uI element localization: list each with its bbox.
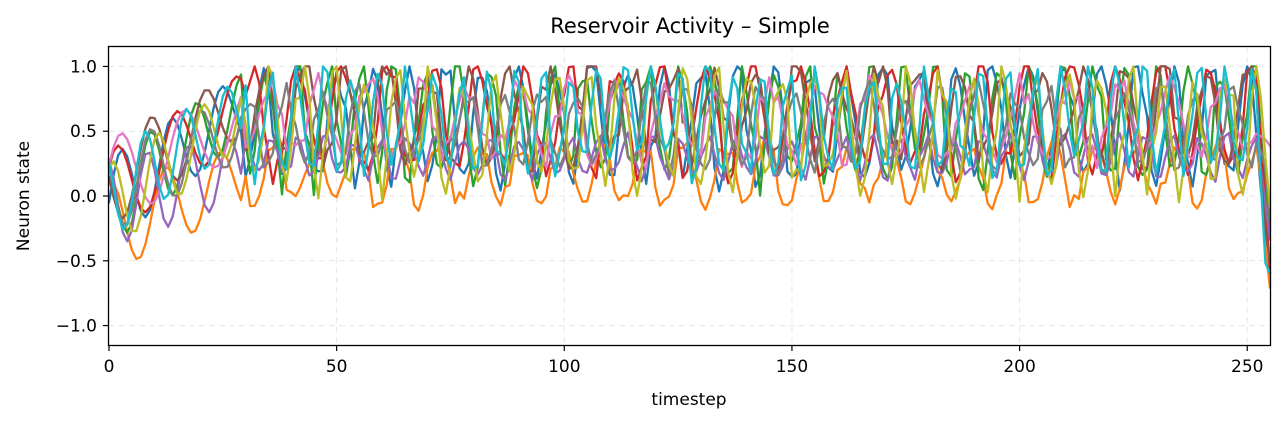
chart-title: Reservoir Activity – Simple bbox=[550, 14, 830, 38]
y-axis-label: Neuron state bbox=[14, 141, 34, 251]
x-tick-label: 250 bbox=[1231, 357, 1263, 377]
x-axis-label: timestep bbox=[651, 390, 726, 410]
x-tick-label: 0 bbox=[104, 357, 115, 377]
x-tick-label: 200 bbox=[1003, 357, 1035, 377]
series-line-9 bbox=[107, 65, 1272, 233]
series-group bbox=[107, 65, 1272, 290]
series-line-10 bbox=[107, 65, 1272, 275]
y-tick-label: 1.0 bbox=[70, 57, 97, 77]
series-line-7 bbox=[107, 71, 1272, 205]
x-tick-label: 150 bbox=[776, 357, 808, 377]
x-tick-label: 50 bbox=[326, 357, 348, 377]
y-tick-label: 0.5 bbox=[70, 122, 97, 142]
y-tick-label: −1.0 bbox=[56, 317, 97, 337]
y-tick-label: 0.0 bbox=[70, 187, 97, 207]
ticks: 0 50 100 150 200 250 −1.0 −0.5 0.0 0.5 1.0 bbox=[56, 57, 1264, 377]
y-tick-label: −0.5 bbox=[56, 252, 97, 272]
x-tick-label: 100 bbox=[548, 357, 580, 377]
